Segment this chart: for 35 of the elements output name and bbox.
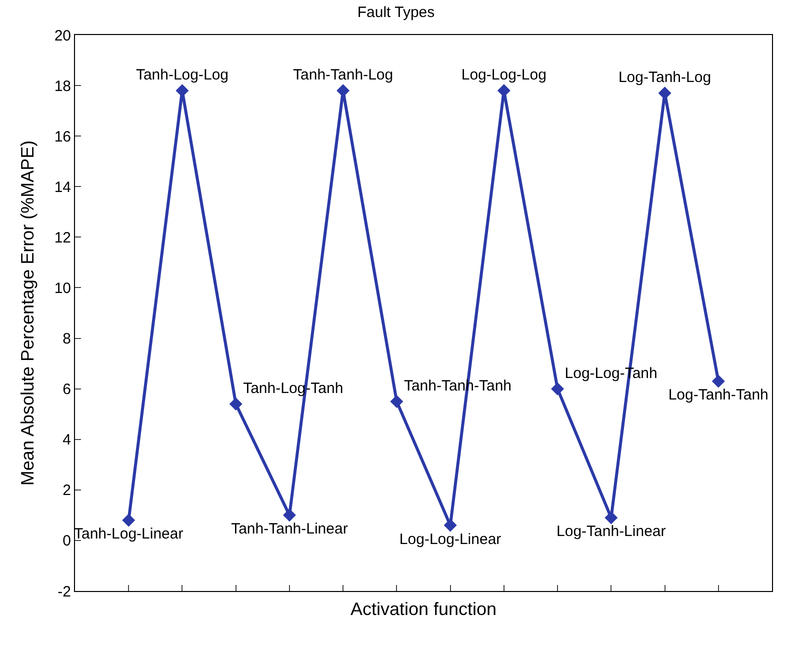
x-axis-title: Activation function: [350, 599, 497, 620]
data-label: Tanh-Log-Log: [136, 66, 229, 84]
data-label: Tanh-Tanh-Log: [293, 66, 394, 84]
y-tick-label: 12: [54, 229, 71, 246]
point: [497, 84, 510, 98]
point: [444, 518, 457, 532]
data-label: Tanh-Tanh-Linear: [231, 520, 348, 538]
y-tick-label: -2: [58, 583, 71, 600]
data-label: Log-Tanh-Linear: [556, 523, 666, 540]
point: [282, 508, 296, 522]
point: [229, 397, 242, 410]
y-tick-label: 18: [54, 78, 71, 95]
y-tick-label: 2: [62, 482, 71, 500]
point: [551, 382, 564, 396]
data-label: Log-Log-Linear: [399, 530, 502, 548]
point: [658, 86, 672, 100]
y-tick-label: 6: [62, 381, 71, 398]
y-axis-title: Mean Absolute Percentage Error (%MAPE): [18, 140, 38, 486]
point: [122, 514, 136, 527]
y-tick-label: 20: [54, 27, 71, 44]
y-tick-label: 0: [62, 532, 71, 550]
data-label: Log-Tanh-Log: [618, 69, 712, 86]
point: [390, 394, 404, 408]
y-tick-label: 10: [54, 280, 71, 297]
data-label: Log-Tanh-Tanh: [668, 386, 768, 404]
y-tick-label: 4: [62, 432, 71, 449]
point: [604, 511, 618, 524]
data-label: Tanh-Log-Linear: [74, 526, 184, 543]
point: [712, 374, 725, 388]
y-tick-label: 16: [54, 128, 71, 146]
chart-title: Fault Types: [357, 4, 435, 21]
y-tick-label: 8: [62, 330, 71, 348]
data-label: Log-Log-Log: [461, 66, 546, 84]
point: [176, 84, 189, 98]
y-tick-label: 14: [54, 178, 71, 196]
